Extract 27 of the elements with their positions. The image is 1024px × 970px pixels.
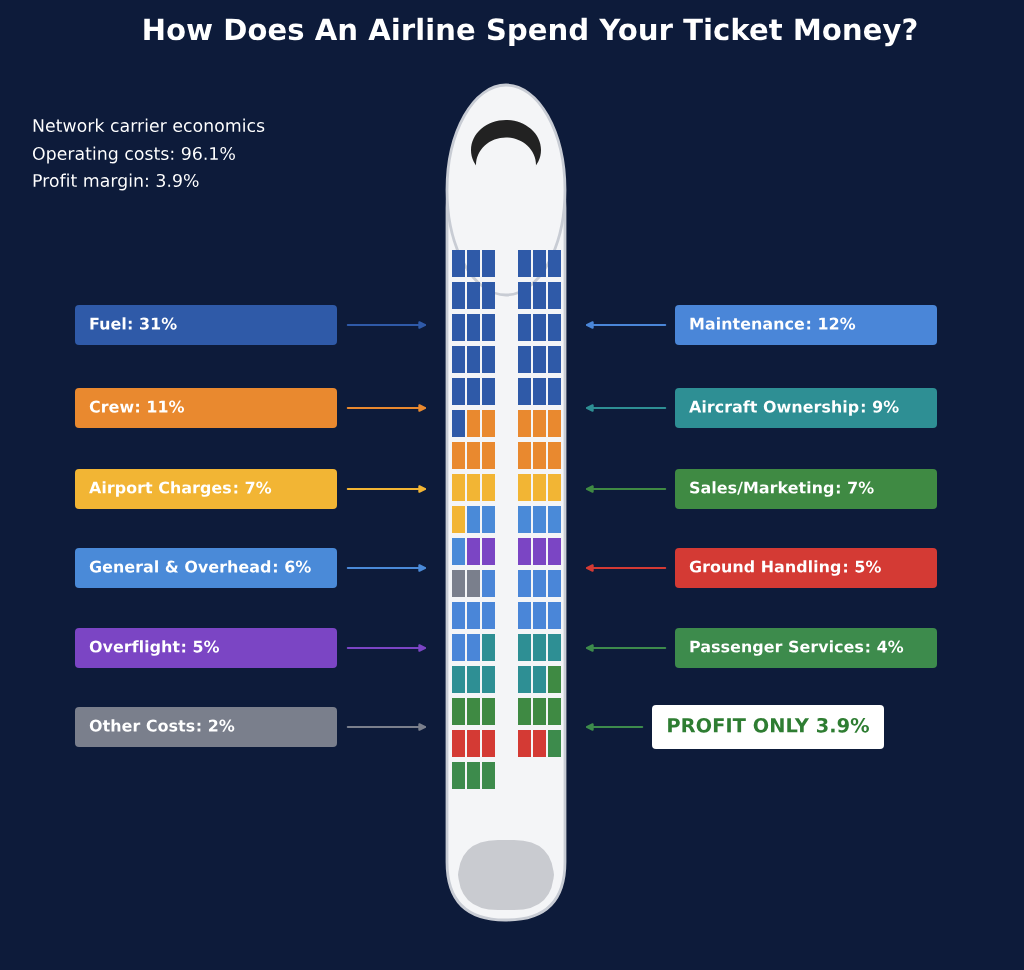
category-label: Ground Handling <box>689 560 841 576</box>
data-label: : 12% <box>807 317 856 330</box>
data-label: : 5% <box>844 560 881 573</box>
category-label: Airport Charges <box>89 481 231 497</box>
text: Network carrier economics <box>33 118 265 133</box>
category-label: Sales/Marketing <box>690 481 834 497</box>
data-label: : 2% <box>197 719 235 732</box>
data-label: : 31% <box>128 317 177 330</box>
data-label: : 11% <box>136 400 185 413</box>
category-label: Aircraft Ownership <box>689 400 859 416</box>
text: Profit margin: 3.9% <box>33 173 199 191</box>
category-label: Crew <box>89 400 134 413</box>
text: How Does An Airline Spend Your Ticket Money? <box>144 17 917 47</box>
data-label: : 6% <box>274 560 311 573</box>
text: PROFIT ONLY 3.9% <box>668 717 869 733</box>
data-label: : 5% <box>182 640 220 653</box>
data-label: : 7% <box>234 481 272 494</box>
data-label: : 9% <box>861 400 899 413</box>
data-label: : 4% <box>866 640 904 653</box>
data-label: : 7% <box>836 481 874 494</box>
category-label: Fuel <box>90 317 126 330</box>
category-label: Maintenance <box>690 317 805 330</box>
category-label: General & Overhead <box>89 560 271 573</box>
category-label: Other Costs <box>89 719 195 732</box>
category-label: Passenger Services <box>690 640 864 656</box>
text: Operating costs: 96.1% <box>32 146 235 164</box>
category-label: Overflight <box>89 640 180 656</box>
